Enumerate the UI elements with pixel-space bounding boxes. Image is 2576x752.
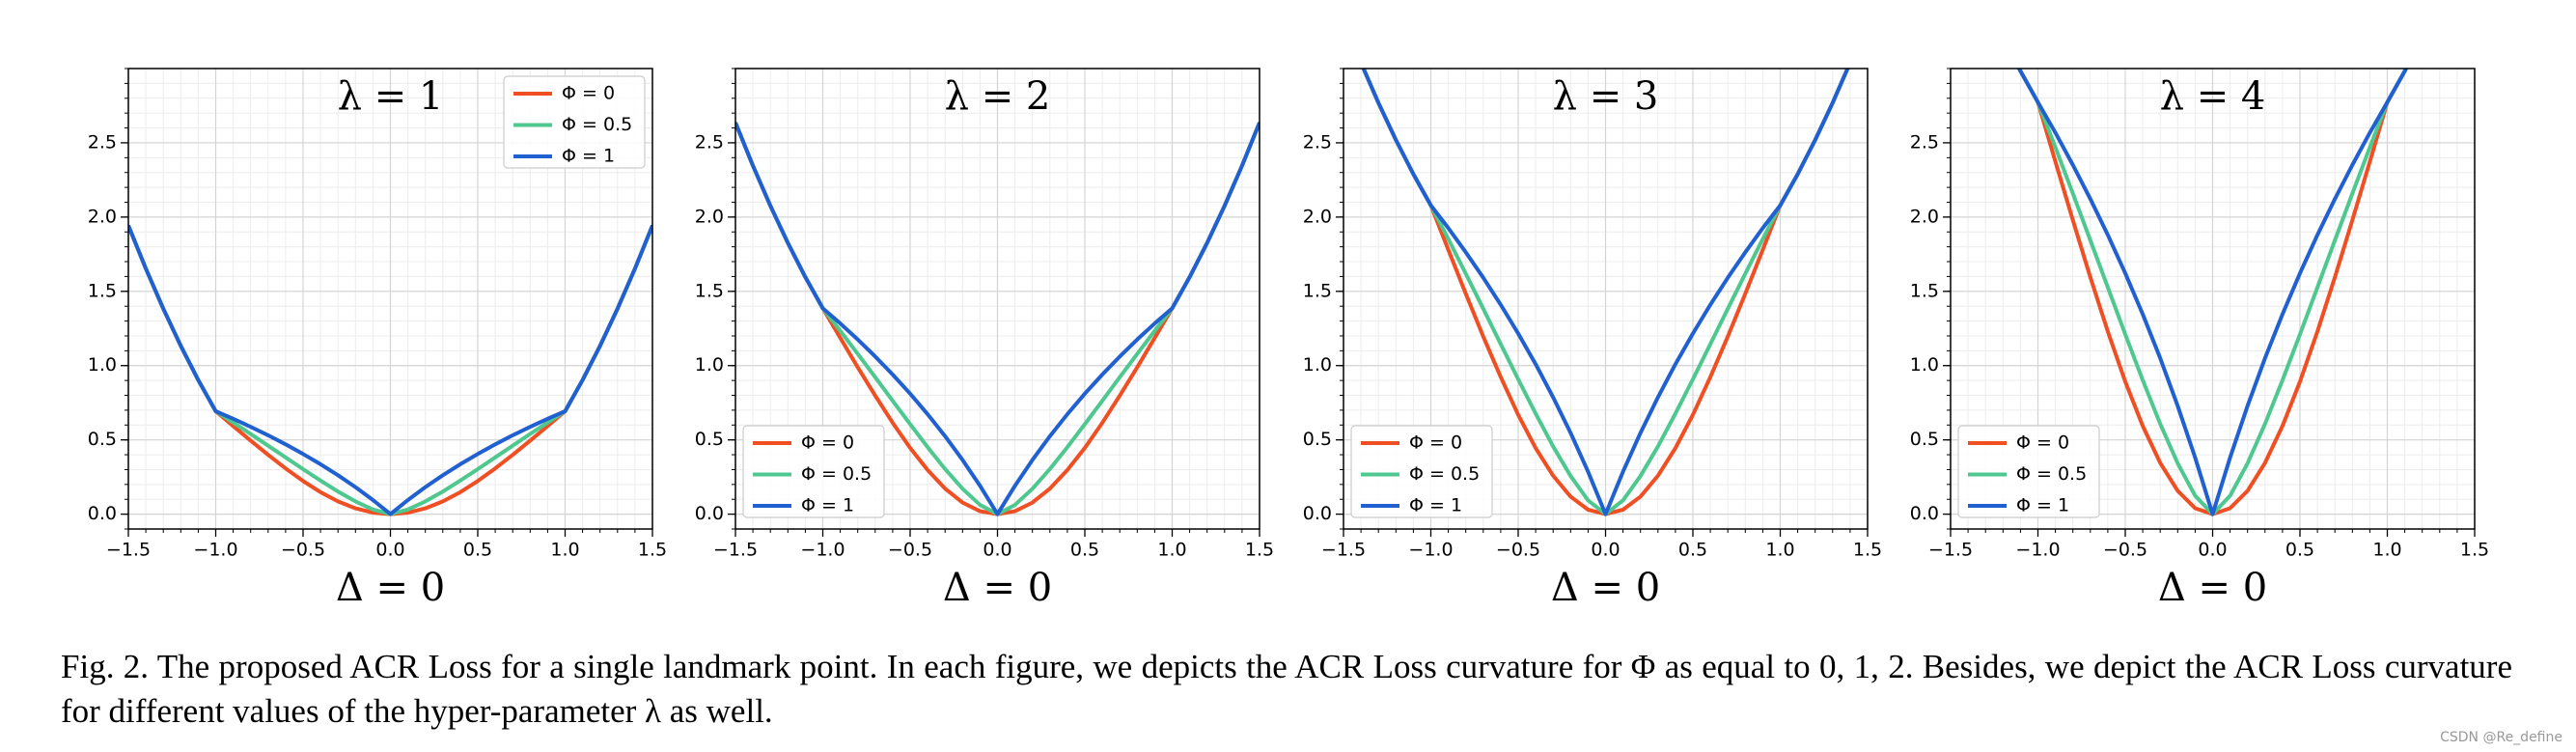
y-tick-label: 2.5 bbox=[695, 131, 724, 153]
x-tick-label: −1.5 bbox=[1928, 540, 1973, 561]
x-tick-label: 0.5 bbox=[1070, 540, 1099, 561]
subplot: −1.5 −1.0 −0.5 0.0 0.5 1.0 1.5 0.0 0.5 1.0 1.5 2.0 2… bbox=[88, 68, 667, 610]
subplot: −1.5 −1.0 −0.5 0.0 0.5 1.0 1.5 0.0 0.5 1.0 1.5 2.0 2… bbox=[1910, 68, 2489, 610]
x-tick-label: −0.5 bbox=[2103, 540, 2147, 561]
legend-box bbox=[503, 75, 646, 169]
x-tick-label: 1.5 bbox=[1245, 540, 1274, 561]
legend-label: Φ = 1 bbox=[1409, 495, 1462, 516]
y-tick-label: 1.0 bbox=[1910, 354, 1939, 376]
x-axis-label: Δ = 0 bbox=[1551, 566, 1660, 610]
legend-label: Φ = 0 bbox=[1409, 432, 1462, 454]
y-tick-label: 2.5 bbox=[88, 131, 117, 153]
figure: −1.5 −1.0 −0.5 0.0 0.5 1.0 1.5 0.0 0.5 1.0 1.5 2.0 2… bbox=[88, 68, 2489, 610]
y-tick-label: 2.5 bbox=[1910, 131, 1939, 153]
y-tick-label: 2.0 bbox=[695, 206, 724, 227]
x-tick-label: 0.5 bbox=[1678, 540, 1707, 561]
legend-label: Φ = 0.5 bbox=[801, 463, 872, 485]
x-tick-label: −0.5 bbox=[281, 540, 325, 561]
x-tick-label: 0.5 bbox=[2285, 540, 2314, 561]
y-tick-label: 0.0 bbox=[1910, 503, 1939, 524]
x-tick-label: −1.0 bbox=[800, 540, 845, 561]
x-tick-label: 1.0 bbox=[550, 540, 579, 561]
x-tick-label: 0.0 bbox=[375, 540, 404, 561]
y-tick-label: 0.5 bbox=[1910, 429, 1939, 450]
x-tick-label: −1.5 bbox=[1321, 540, 1366, 561]
chart-title: λ = 1 bbox=[338, 74, 444, 119]
legend-box bbox=[742, 425, 885, 518]
watermark: CSDN @Re_define bbox=[2440, 730, 2562, 745]
y-tick-label: 0.0 bbox=[695, 503, 724, 524]
legend-label: Φ = 0 bbox=[562, 83, 615, 104]
y-tick-label: 2.0 bbox=[1910, 206, 1939, 227]
x-tick-label: 1.5 bbox=[2460, 540, 2489, 561]
legend: Φ = 0 Φ = 0.5 Φ = 1 bbox=[742, 425, 885, 518]
y-tick-label: 1.0 bbox=[88, 354, 117, 376]
x-tick-label: 0.0 bbox=[2198, 540, 2227, 561]
y-tick-label: 1.5 bbox=[695, 280, 724, 301]
y-tick-label: 1.5 bbox=[88, 280, 117, 301]
y-tick-label: 2.0 bbox=[1303, 206, 1332, 227]
caption: Fig. 2. The proposed ACR Loss for a sing… bbox=[61, 648, 2512, 730]
legend: Φ = 0 Φ = 0.5 Φ = 1 bbox=[1350, 425, 1493, 518]
x-axis-label: Δ = 0 bbox=[336, 566, 445, 610]
x-tick-label: 1.5 bbox=[1853, 540, 1882, 561]
legend-label: Φ = 1 bbox=[2016, 495, 2069, 516]
x-tick-label: 0.0 bbox=[1591, 540, 1620, 561]
x-tick-label: 1.5 bbox=[638, 540, 667, 561]
x-tick-label: 1.0 bbox=[2372, 540, 2401, 561]
y-tick-label: 0.5 bbox=[88, 429, 117, 450]
legend: Φ = 0 Φ = 0.5 Φ = 1 bbox=[503, 75, 646, 169]
y-tick-label: 2.0 bbox=[88, 206, 117, 227]
data-line bbox=[2016, 69, 2409, 516]
x-tick-label: 0.0 bbox=[983, 540, 1011, 561]
axes-frame bbox=[127, 68, 653, 530]
subplot: −1.5 −1.0 −0.5 0.0 0.5 1.0 1.5 0.0 0.5 1.0 1.5 2.0 2… bbox=[1303, 68, 1882, 610]
x-tick-label: 0.5 bbox=[463, 540, 492, 561]
chart-title: λ = 4 bbox=[2160, 74, 2266, 119]
y-tick-label: 1.5 bbox=[1910, 280, 1939, 301]
y-tick-label: 2.5 bbox=[1303, 131, 1332, 153]
y-tick-label: 0.5 bbox=[1303, 429, 1332, 450]
chart-title: λ = 2 bbox=[945, 74, 1051, 119]
data-line bbox=[128, 224, 652, 516]
x-tick-label: −1.0 bbox=[193, 540, 237, 561]
data-line bbox=[735, 122, 1260, 516]
legend-label: Φ = 1 bbox=[801, 495, 854, 516]
x-tick-label: −0.5 bbox=[888, 540, 932, 561]
chart-title: λ = 3 bbox=[1553, 74, 1659, 119]
subplot: −1.5 −1.0 −0.5 0.0 0.5 1.0 1.5 0.0 0.5 1.0 1.5 2.0 2… bbox=[695, 68, 1274, 610]
x-tick-label: −1.5 bbox=[106, 540, 151, 561]
legend: Φ = 0 Φ = 0.5 Φ = 1 bbox=[1957, 425, 2100, 518]
legend-label: Φ = 0 bbox=[2016, 432, 2069, 454]
x-tick-label: −1.5 bbox=[713, 540, 758, 561]
x-axis-label: Δ = 0 bbox=[2158, 566, 2267, 610]
data-line bbox=[1361, 69, 1850, 516]
y-tick-label: 0.0 bbox=[88, 503, 117, 524]
legend-label: Φ = 0.5 bbox=[2016, 463, 2087, 485]
legend-box bbox=[1350, 425, 1493, 518]
axes-frame bbox=[1950, 68, 2476, 530]
axes-frame bbox=[1343, 68, 1869, 530]
legend-label: Φ = 0.5 bbox=[1409, 463, 1480, 485]
x-tick-label: 1.0 bbox=[1765, 540, 1794, 561]
y-tick-label: 1.0 bbox=[695, 354, 724, 376]
axes-frame bbox=[734, 68, 1260, 530]
y-tick-label: 0.0 bbox=[1303, 503, 1332, 524]
legend-label: Φ = 1 bbox=[562, 146, 615, 167]
x-tick-label: −0.5 bbox=[1496, 540, 1540, 561]
legend-box bbox=[1957, 425, 2100, 518]
y-tick-label: 1.0 bbox=[1303, 354, 1332, 376]
x-axis-label: Δ = 0 bbox=[943, 566, 1052, 610]
x-tick-label: −1.0 bbox=[2015, 540, 2060, 561]
legend-label: Φ = 0 bbox=[801, 432, 854, 454]
x-tick-label: −1.0 bbox=[1408, 540, 1453, 561]
x-tick-label: 1.0 bbox=[1157, 540, 1186, 561]
legend-label: Φ = 0.5 bbox=[562, 114, 632, 135]
y-tick-label: 0.5 bbox=[695, 429, 724, 450]
y-tick-label: 1.5 bbox=[1303, 280, 1332, 301]
